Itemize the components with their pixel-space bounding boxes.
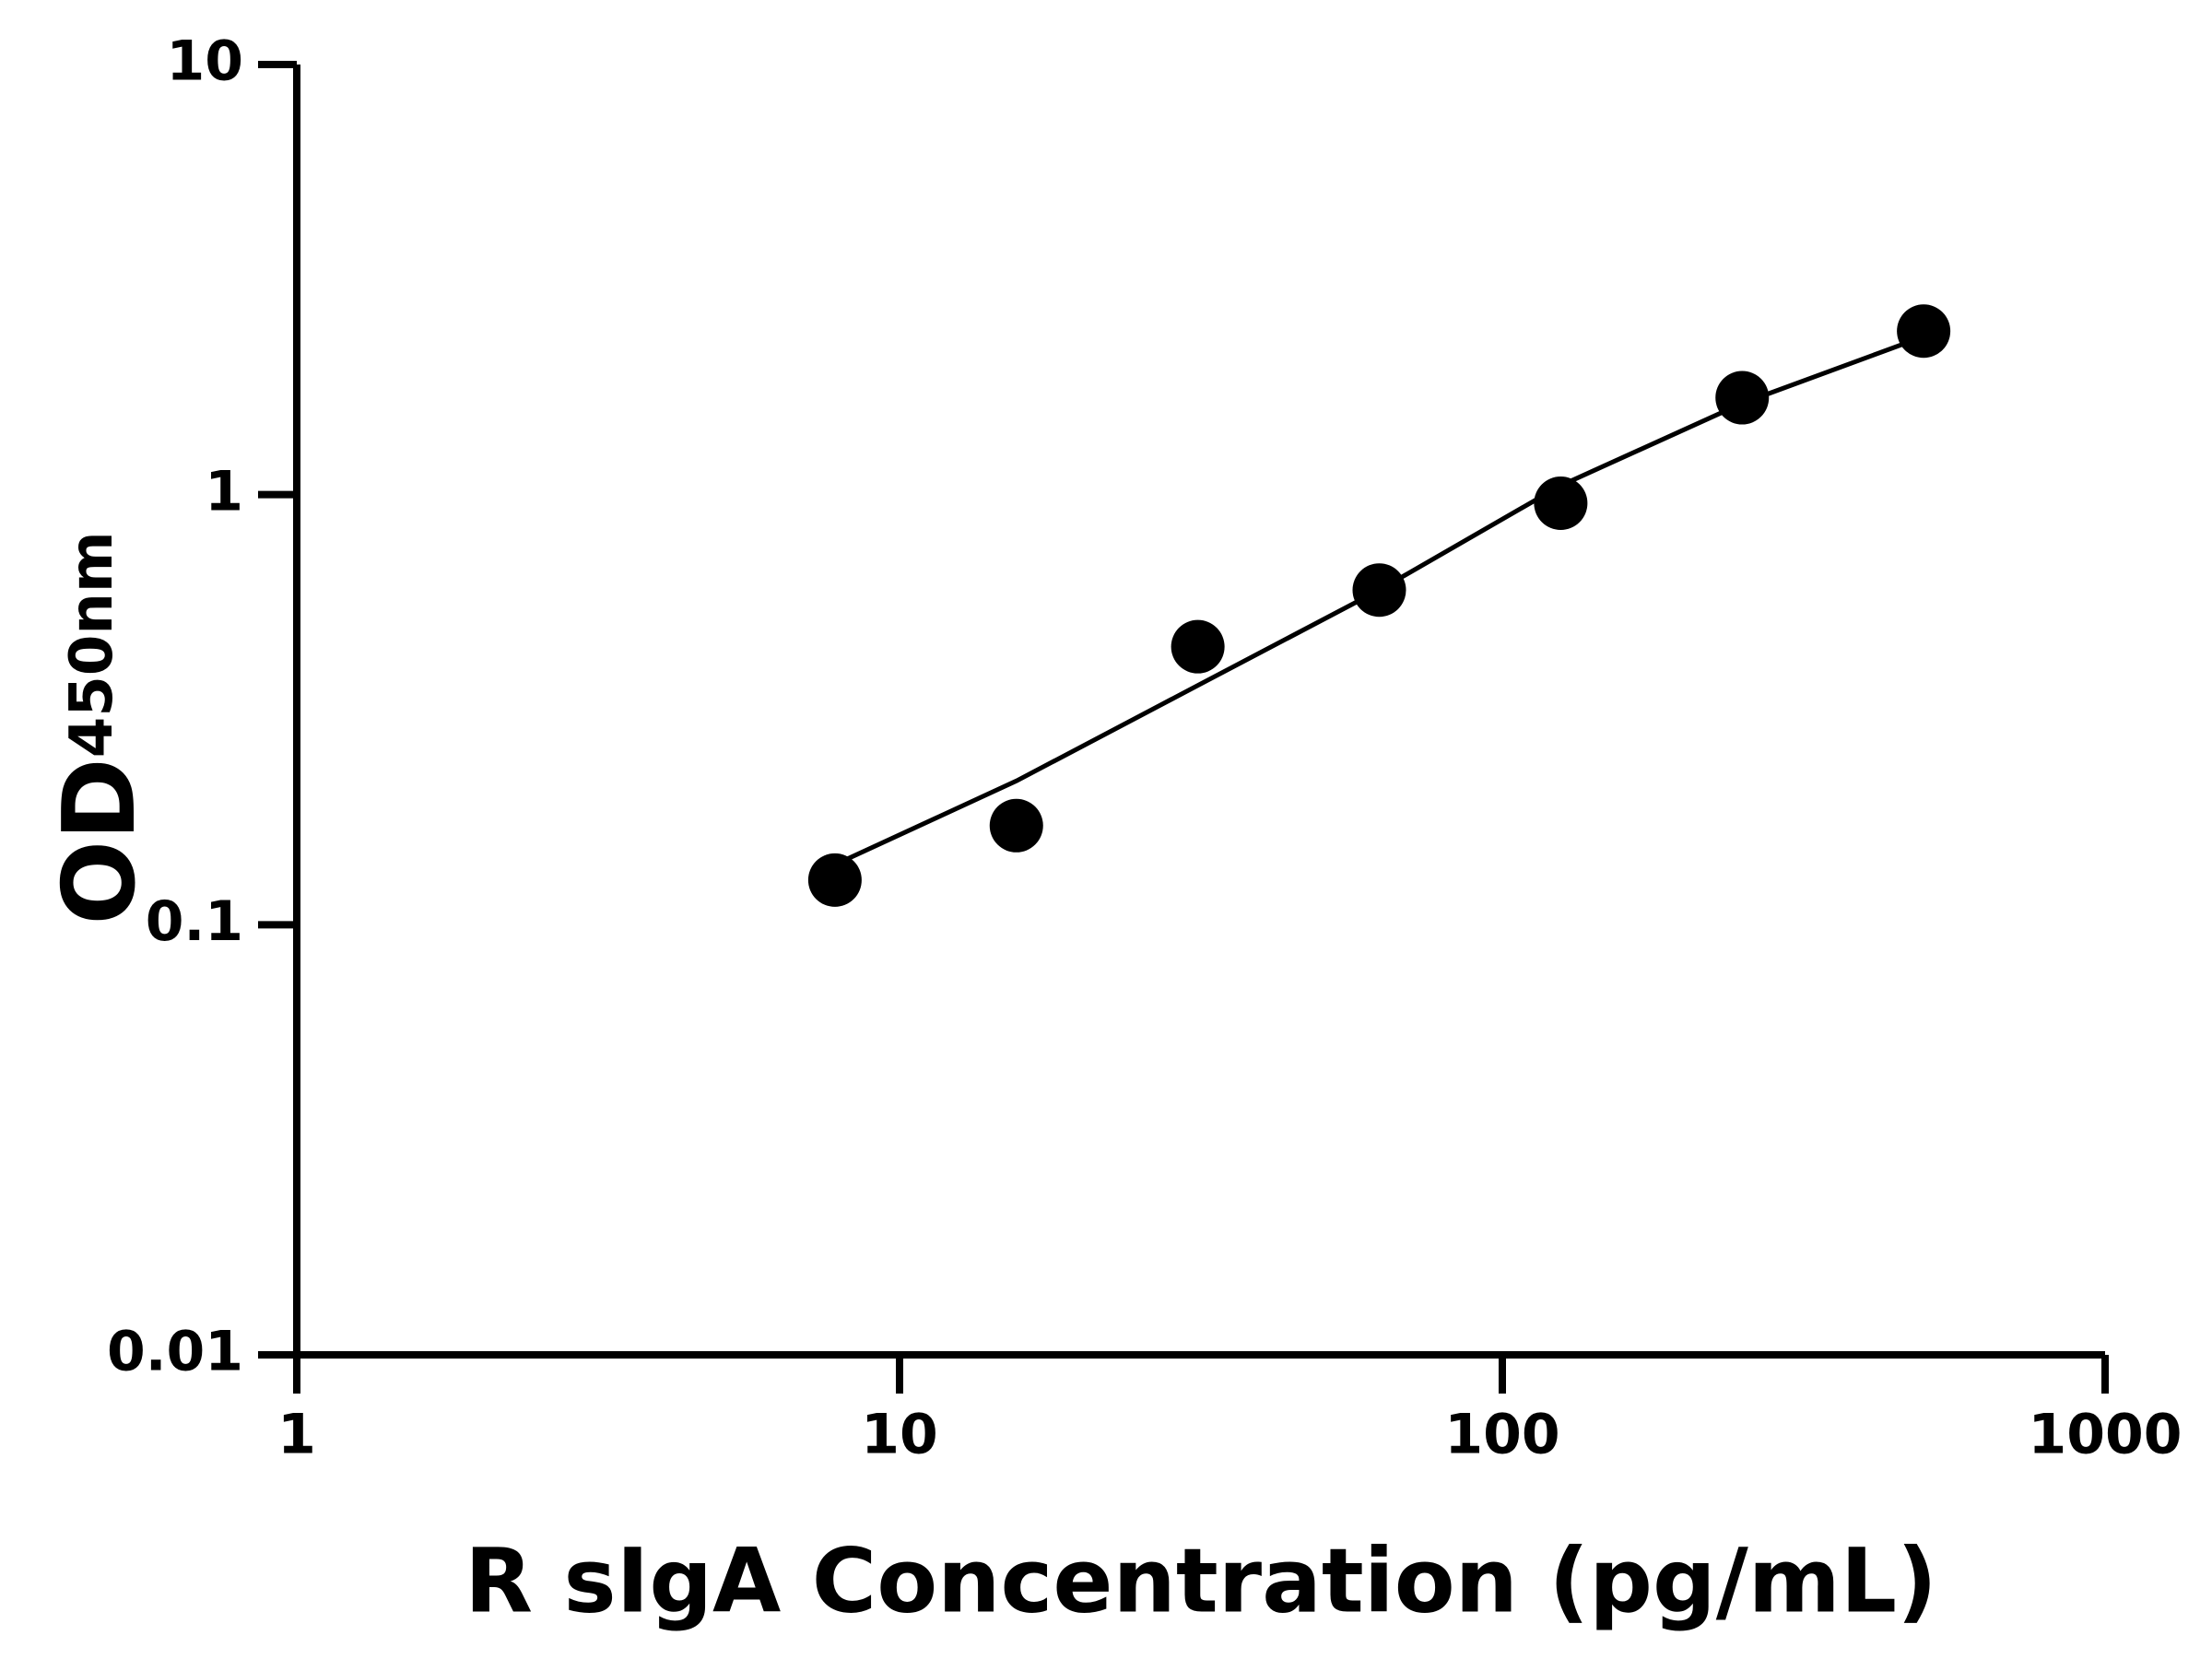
y-tick-label: 1 (205, 459, 243, 524)
data-point (989, 798, 1043, 853)
x-tick-label: 10 (861, 1403, 938, 1467)
y-axis-title-sub: 450nm (58, 531, 126, 758)
y-tick-label: 0.01 (107, 1320, 243, 1384)
y-axis-title-main: OD (42, 758, 158, 924)
data-point (1897, 304, 1951, 359)
data-point (807, 853, 862, 907)
y-tick-label: 0.1 (146, 889, 243, 954)
x-tick-label: 1 (277, 1403, 316, 1467)
x-axis-title: R sIgA Concentration (pg/mL) (465, 1529, 1937, 1632)
fit-curve (833, 334, 1924, 867)
x-tick-label: 100 (1444, 1403, 1559, 1467)
data-point (1534, 476, 1588, 530)
data-point (1171, 619, 1225, 674)
y-axis-title: OD450nm (42, 531, 158, 924)
y-tick-label: 10 (167, 29, 244, 94)
x-tick-label: 1000 (2029, 1403, 2183, 1467)
